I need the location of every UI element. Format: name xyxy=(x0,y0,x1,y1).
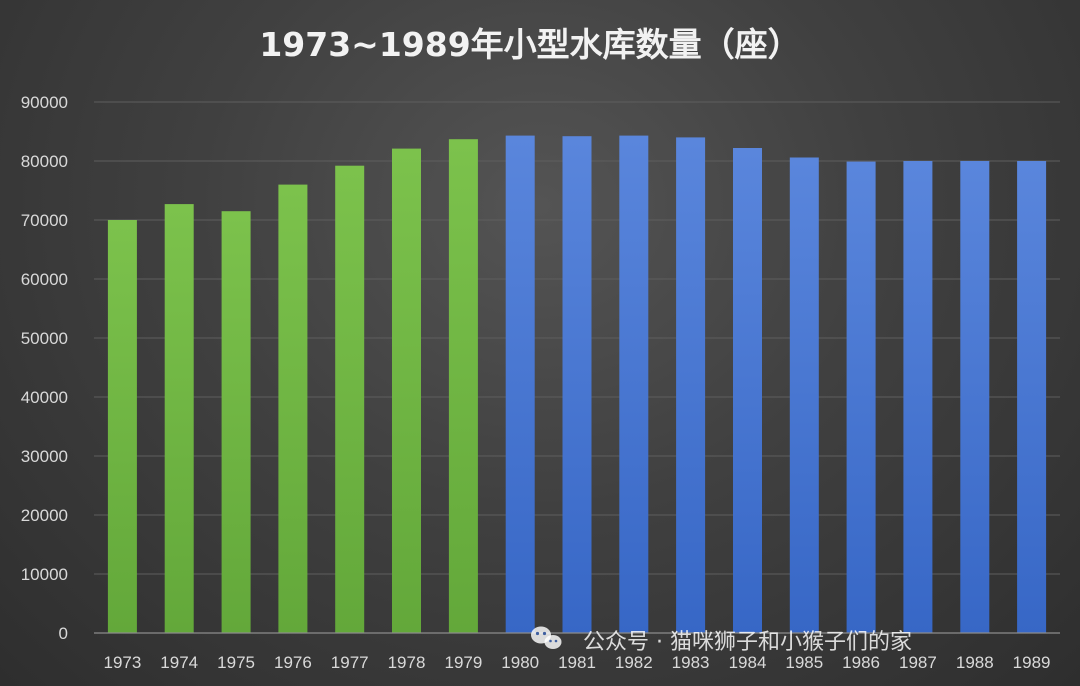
y-tick-label: 90000 xyxy=(21,93,68,112)
x-tick-label: 1984 xyxy=(729,653,767,672)
x-tick-label: 1978 xyxy=(388,653,426,672)
x-tick-label: 1975 xyxy=(217,653,255,672)
y-tick-label: 70000 xyxy=(21,211,68,230)
bar-1974 xyxy=(164,204,194,633)
y-tick-label: 80000 xyxy=(21,152,68,171)
y-tick-label: 0 xyxy=(59,624,68,643)
x-axis-tick-labels: 1973 1974 1975 1976 1977 1978 1979 1980 1981 1982… xyxy=(103,653,1050,672)
y-tick-label: 30000 xyxy=(21,447,68,466)
x-tick-label: 1976 xyxy=(274,653,312,672)
x-tick-label: 1986 xyxy=(842,653,880,672)
x-tick-label: 1982 xyxy=(615,653,653,672)
bar-1973 xyxy=(107,220,137,633)
bar-1986 xyxy=(846,161,876,633)
x-tick-label: 1989 xyxy=(1013,653,1051,672)
bar-1985 xyxy=(789,157,819,633)
watermark-text: 公众号 · 猫咪狮子和小猴子们的家 xyxy=(583,630,912,655)
y-tick-label: 50000 xyxy=(21,329,68,348)
watermark: 公众号 · 猫咪狮子和小猴子们的家 xyxy=(531,626,912,655)
bar-1978 xyxy=(392,148,421,633)
bar-1977 xyxy=(335,165,365,633)
y-axis-tick-labels: 0 10000 20000 30000 40000 50000 60000 70000 8000… xyxy=(21,93,68,643)
x-tick-label: 1983 xyxy=(672,653,710,672)
chart-title: 1973~1989年小型水库数量（座） xyxy=(259,25,800,64)
wechat-icon xyxy=(531,626,562,649)
x-tick-label: 1974 xyxy=(160,653,198,672)
bar-1976 xyxy=(278,184,308,633)
bar-1982 xyxy=(619,135,649,633)
bars xyxy=(107,135,1047,633)
y-tick-label: 60000 xyxy=(21,270,68,289)
bar-1980 xyxy=(505,135,535,633)
x-tick-label: 1985 xyxy=(785,653,823,672)
x-tick-label: 1977 xyxy=(331,653,369,672)
x-tick-label: 1988 xyxy=(956,653,994,672)
bar-1981 xyxy=(562,136,592,633)
bar-1975 xyxy=(221,211,251,633)
bar-1983 xyxy=(676,137,706,633)
x-tick-label: 1973 xyxy=(103,653,141,672)
x-tick-label: 1981 xyxy=(558,653,596,672)
x-tick-label: 1980 xyxy=(501,653,539,672)
x-tick-label: 1987 xyxy=(899,653,937,672)
y-tick-label: 40000 xyxy=(21,388,68,407)
bar-1989 xyxy=(1017,161,1047,633)
bar-1987 xyxy=(903,161,933,633)
y-tick-label: 20000 xyxy=(21,506,68,525)
y-tick-label: 10000 xyxy=(21,565,68,584)
bar-1988 xyxy=(960,161,990,633)
x-tick-label: 1979 xyxy=(444,653,482,672)
bar-1979 xyxy=(448,139,478,633)
bar-1984 xyxy=(733,148,762,633)
